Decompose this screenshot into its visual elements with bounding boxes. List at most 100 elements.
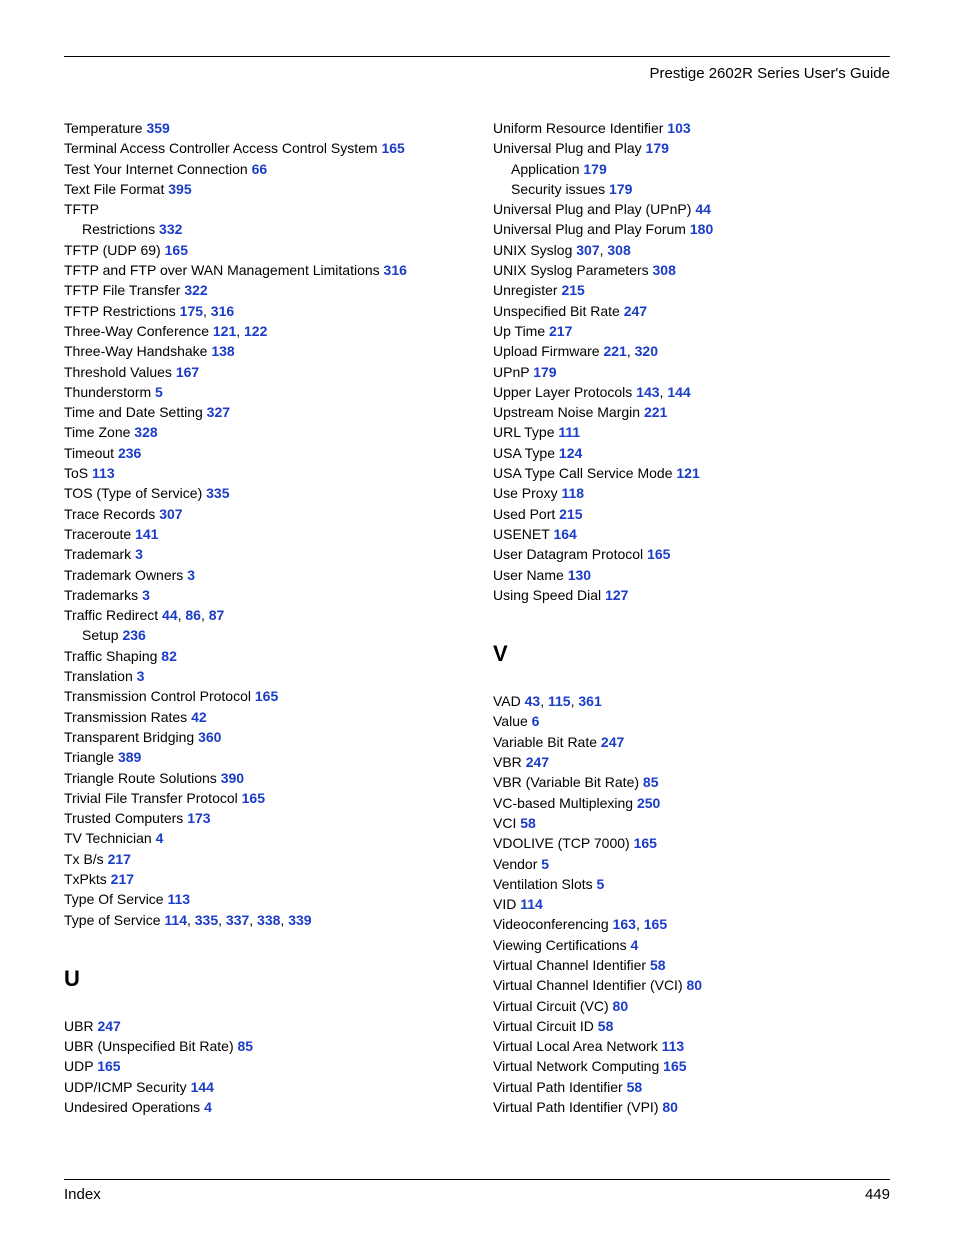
page-link[interactable]: 247 [97,1018,120,1034]
page-link[interactable]: 4 [630,937,638,953]
page-link[interactable]: 335 [206,485,229,501]
page-link[interactable]: 307 [576,242,599,258]
page-link[interactable]: 80 [613,998,629,1014]
page-link[interactable]: 247 [624,303,647,319]
page-link[interactable]: 130 [568,567,591,583]
page-link[interactable]: 5 [597,876,605,892]
page-link[interactable]: 247 [526,754,549,770]
page-link[interactable]: 164 [553,526,576,542]
page-link[interactable]: 58 [627,1079,643,1095]
page-link[interactable]: 80 [662,1099,678,1115]
page-link[interactable]: 114 [164,912,187,928]
page-link[interactable]: 4 [156,830,164,846]
page-link[interactable]: 44 [162,607,178,623]
page-link[interactable]: 338 [257,912,280,928]
page-link[interactable]: 165 [165,242,188,258]
page-link[interactable]: 5 [155,384,163,400]
page-link[interactable]: 4 [204,1099,212,1115]
page-link[interactable]: 121 [213,323,236,339]
page-link[interactable]: 3 [135,546,143,562]
page-link[interactable]: 87 [209,607,225,623]
page-link[interactable]: 66 [252,161,268,177]
page-link[interactable]: 122 [244,323,267,339]
page-link[interactable]: 316 [384,262,407,278]
page-link[interactable]: 42 [191,709,207,725]
page-link[interactable]: 307 [159,506,182,522]
page-link[interactable]: 221 [644,404,667,420]
page-link[interactable]: 175 [180,303,203,319]
page-link[interactable]: 114 [520,896,543,912]
page-link[interactable]: 165 [242,790,265,806]
page-link[interactable]: 332 [159,221,182,237]
page-link[interactable]: 335 [195,912,218,928]
page-link[interactable]: 390 [221,770,244,786]
page-link[interactable]: 236 [118,445,141,461]
page-link[interactable]: 165 [663,1058,686,1074]
page-link[interactable]: 179 [533,364,556,380]
page-link[interactable]: 308 [653,262,676,278]
page-link[interactable]: 144 [191,1079,214,1095]
page-link[interactable]: 165 [647,546,670,562]
page-link[interactable]: 215 [561,282,584,298]
page-link[interactable]: 85 [643,774,659,790]
page-link[interactable]: 121 [676,465,699,481]
page-link[interactable]: 82 [161,648,177,664]
page-link[interactable]: 165 [381,140,404,156]
page-link[interactable]: 361 [578,693,601,709]
page-link[interactable]: 138 [211,343,234,359]
page-link[interactable]: 43 [525,693,541,709]
page-link[interactable]: 118 [561,485,584,501]
page-link[interactable]: 339 [288,912,311,928]
page-link[interactable]: 165 [97,1058,120,1074]
page-link[interactable]: 3 [187,567,195,583]
page-link[interactable]: 217 [111,871,134,887]
page-link[interactable]: 3 [137,668,145,684]
page-link[interactable]: 113 [167,891,190,907]
page-link[interactable]: 165 [255,688,278,704]
page-link[interactable]: 58 [598,1018,614,1034]
page-link[interactable]: 3 [142,587,150,603]
page-link[interactable]: 179 [646,140,669,156]
page-link[interactable]: 167 [176,364,199,380]
page-link[interactable]: 44 [695,201,711,217]
page-link[interactable]: 360 [198,729,221,745]
page-link[interactable]: 5 [541,856,549,872]
page-link[interactable]: 165 [644,916,667,932]
page-link[interactable]: 58 [520,815,536,831]
page-link[interactable]: 359 [146,120,169,136]
page-link[interactable]: 113 [92,465,115,481]
page-link[interactable]: 395 [168,181,191,197]
page-link[interactable]: 250 [637,795,660,811]
page-link[interactable]: 86 [185,607,201,623]
page-link[interactable]: 141 [135,526,158,542]
page-link[interactable]: 124 [559,445,582,461]
page-link[interactable]: 328 [134,424,157,440]
page-link[interactable]: 236 [122,627,145,643]
page-link[interactable]: 179 [609,181,632,197]
page-link[interactable]: 215 [559,506,582,522]
page-link[interactable]: 80 [687,977,703,993]
page-link[interactable]: 103 [667,120,690,136]
page-link[interactable]: 327 [207,404,230,420]
page-link[interactable]: 322 [184,282,207,298]
page-link[interactable]: 85 [238,1038,254,1054]
page-link[interactable]: 144 [667,384,690,400]
page-link[interactable]: 115 [548,693,571,709]
page-link[interactable]: 173 [187,810,210,826]
page-link[interactable]: 320 [635,343,658,359]
page-link[interactable]: 111 [558,424,580,440]
page-link[interactable]: 6 [532,713,540,729]
page-link[interactable]: 337 [226,912,249,928]
page-link[interactable]: 308 [607,242,630,258]
page-link[interactable]: 143 [636,384,659,400]
page-link[interactable]: 217 [549,323,572,339]
page-link[interactable]: 389 [118,749,141,765]
page-link[interactable]: 180 [690,221,713,237]
page-link[interactable]: 247 [601,734,624,750]
page-link[interactable]: 58 [650,957,666,973]
page-link[interactable]: 165 [634,835,657,851]
page-link[interactable]: 316 [211,303,234,319]
page-link[interactable]: 221 [603,343,626,359]
page-link[interactable]: 127 [605,587,628,603]
page-link[interactable]: 217 [108,851,131,867]
